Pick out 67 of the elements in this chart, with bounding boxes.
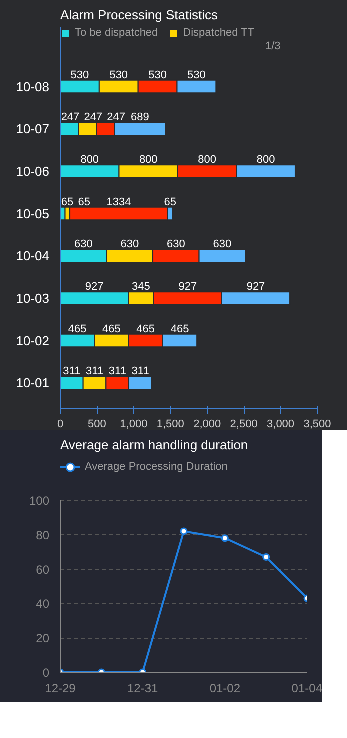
y-tick-label: 10-02 <box>16 333 50 348</box>
x-tick-label: 12-29 <box>45 682 76 696</box>
data-label: 689 <box>131 112 150 124</box>
y-tick-label: 10-04 <box>16 248 50 264</box>
point <box>262 554 270 562</box>
y-tick-label: 10-01 <box>16 376 50 391</box>
x-tick-label: 3,500 <box>304 418 332 430</box>
data-label: 630 <box>166 238 186 251</box>
legend-label: To be dispatched <box>75 27 158 39</box>
y-tick-label: 40 <box>36 597 50 612</box>
x-tick-label: 2,500 <box>230 418 258 430</box>
data-label: 630 <box>213 238 232 251</box>
data-label: 247 <box>84 112 103 124</box>
data-label: 311 <box>108 366 126 378</box>
x-tick-label: 500 <box>88 418 106 430</box>
data-label: 530 <box>188 69 206 82</box>
x-tick-label: 1,000 <box>120 418 148 430</box>
data-label: 630 <box>74 238 93 251</box>
x-tick-label: 3,000 <box>267 418 295 430</box>
data-label: 465 <box>68 323 87 336</box>
data-label: 311 <box>86 366 104 378</box>
data-label: 800 <box>256 154 276 166</box>
data-label: 530 <box>148 69 167 82</box>
y-tick-label: 10-07 <box>16 122 50 137</box>
data-label: 465 <box>102 323 121 336</box>
x-tick-label: 01-04 <box>292 682 323 696</box>
data-label: 65 <box>164 196 177 208</box>
legend-label: Dispatched TT <box>183 27 254 39</box>
data-label: 800 <box>198 154 217 166</box>
x-tick-label: 2,000 <box>194 418 222 430</box>
data-label: 465 <box>136 323 156 336</box>
data-label: 1334 <box>106 196 132 208</box>
chart-title: Average alarm handling duration <box>60 438 248 452</box>
x-tick-label: 0 <box>57 418 64 430</box>
legend-label: Average Processing Duration <box>85 461 228 473</box>
data-label: 345 <box>132 280 150 293</box>
y-tick-label: 10-06 <box>16 164 50 179</box>
point <box>221 534 229 542</box>
x-tick-label: 1,500 <box>156 418 184 430</box>
y-tick-label: 80 <box>36 528 50 542</box>
data-label: 65 <box>61 196 74 208</box>
data-label: 927 <box>178 280 198 293</box>
y-tick-label: 10-03 <box>16 290 50 306</box>
y-tick-label: 60 <box>36 562 50 577</box>
y-tick-label: 100 <box>29 494 50 508</box>
data-label: 247 <box>61 112 80 124</box>
data-label: 800 <box>139 154 158 166</box>
y-tick-label: 10-05 <box>16 206 50 222</box>
data-label: 530 <box>70 69 90 82</box>
data-label: 311 <box>132 366 150 378</box>
data-label: 465 <box>170 323 190 336</box>
data-label: 530 <box>110 69 128 82</box>
y-tick-label: 10-08 <box>16 79 50 94</box>
data-label: 247 <box>107 112 126 124</box>
y-tick-label: 20 <box>36 632 50 646</box>
data-label: 927 <box>85 280 104 293</box>
data-label: 630 <box>120 238 140 251</box>
y-tick-label: 0 <box>42 666 50 680</box>
x-tick-label: 12-31 <box>127 682 159 696</box>
data-label: 65 <box>78 196 90 208</box>
data-label: 311 <box>63 366 81 378</box>
data-label: 800 <box>80 154 100 166</box>
data-label: 927 <box>246 280 266 293</box>
annotation: 1/3 <box>266 40 281 53</box>
x-tick-label: 01-02 <box>210 682 241 696</box>
chart-title: Alarm Processing Statistics <box>60 8 218 22</box>
point <box>180 528 188 536</box>
